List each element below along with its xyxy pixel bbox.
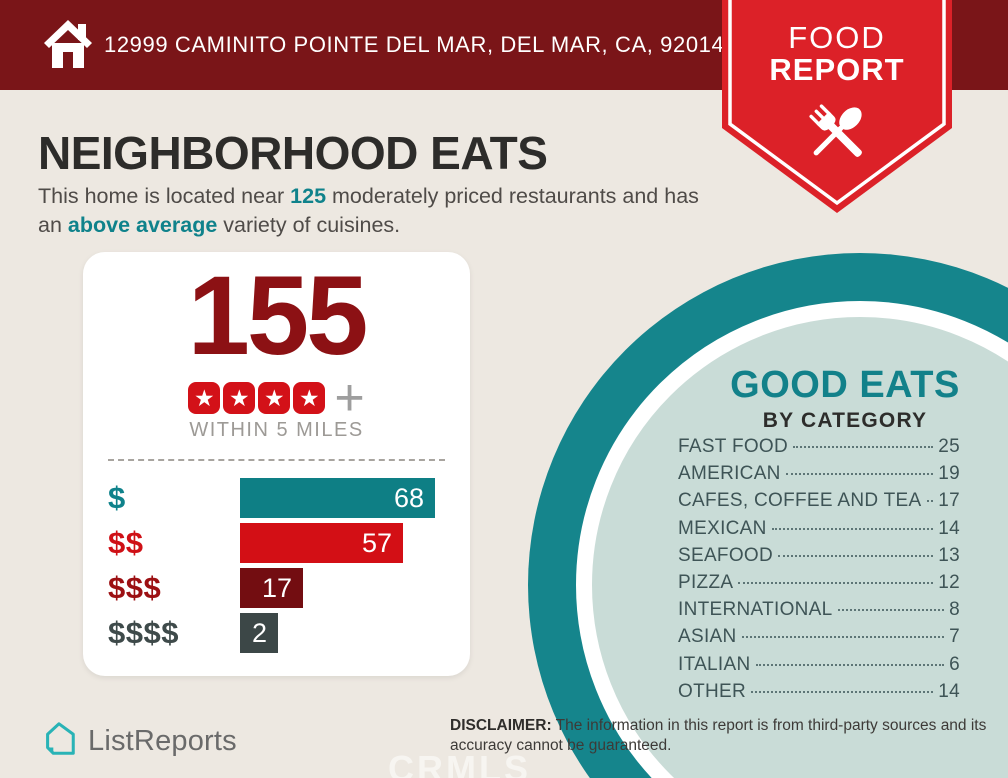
- dotted-leader: [793, 446, 934, 448]
- category-value: 25: [938, 436, 960, 457]
- dotted-leader: [837, 609, 945, 612]
- category-list: FAST FOOD 25 AMERICAN 19 CAFES, COFFEE AND…: [678, 436, 960, 708]
- dotted-leader: [926, 500, 934, 503]
- category-value: 12: [938, 571, 960, 593]
- badge-line1: FOOD: [788, 20, 886, 55]
- category-row: PIZZA 12: [678, 572, 960, 599]
- listreports-logo: ListReports: [40, 720, 237, 763]
- category-value: 7: [949, 626, 960, 648]
- category-row: ASIAN 7: [678, 626, 960, 653]
- category-value: 14: [938, 680, 960, 702]
- price-tier-bar: 2: [240, 613, 278, 653]
- crmls-watermark: CRMLS: [388, 748, 531, 778]
- variety-highlight: above average: [67, 213, 218, 237]
- category-label: SEAFOOD: [678, 544, 774, 566]
- ribbon-shape: [722, 0, 952, 213]
- good-eats-subtitle: BY CATEGORY: [762, 409, 928, 432]
- good-eats-header: GOOD EATS BY CATEGORY: [700, 364, 990, 433]
- dotted-leader: [738, 581, 934, 584]
- price-bar-row: $$$$ 2: [108, 613, 445, 653]
- price-bar-row: $$$ 17: [108, 568, 445, 608]
- dotted-leader: [771, 527, 934, 530]
- dotted-leader: [755, 663, 945, 666]
- category-value: 13: [938, 544, 960, 566]
- category-value: 8: [949, 599, 960, 621]
- category-label: INTERNATIONAL: [678, 599, 833, 621]
- intro-pre: This home is located near: [38, 184, 291, 208]
- category-row: FAST FOOD 25: [678, 436, 960, 463]
- intro-text: This home is located near 125 moderately…: [38, 182, 718, 240]
- star-icon: ★: [293, 382, 326, 414]
- price-tier-bar: 57: [240, 523, 403, 563]
- category-label: OTHER: [678, 680, 746, 702]
- listreports-icon: [40, 720, 78, 763]
- price-tier-bar: 17: [240, 568, 303, 608]
- dotted-leader: [785, 473, 934, 476]
- food-report-badge: FOOD REPORT: [722, 0, 952, 215]
- page-title: NEIGHBORHOOD EATS: [38, 127, 548, 179]
- badge-title: FOOD REPORT: [722, 22, 952, 85]
- category-value: 17: [938, 490, 960, 512]
- category-value: 19: [938, 463, 960, 485]
- intro-mid: moderately priced restaurants and has an: [38, 184, 699, 237]
- property-address: 12999 CAMINITO POINTE DEL MAR, DEL MAR, …: [104, 32, 725, 57]
- dashed-divider: [108, 459, 445, 461]
- restaurant-count: 125: [290, 184, 327, 208]
- category-row: CAFES, COFFEE AND TEA 17: [678, 490, 960, 517]
- badge-line2: REPORT: [769, 51, 905, 87]
- category-label: CAFES, COFFEE AND TEA: [678, 490, 922, 512]
- brand-name: ListReports: [88, 725, 237, 757]
- category-label: FAST FOOD: [678, 436, 789, 457]
- price-tier-label: $$: [108, 525, 144, 560]
- category-label: PIZZA: [678, 571, 734, 593]
- category-label: AMERICAN: [678, 463, 781, 485]
- dotted-leader: [751, 690, 934, 693]
- price-tier-label: $$$: [108, 570, 162, 605]
- price-tier-bar: 68: [240, 478, 435, 518]
- star-icon: ★: [258, 382, 291, 414]
- price-bar-chart: $ 68 $$ 57 $$$ 17 $$$$ 2: [108, 478, 445, 658]
- disclaimer: DISCLAIMER: The information in this repo…: [450, 716, 1008, 756]
- home-icon: [40, 16, 96, 79]
- category-value: 14: [938, 517, 960, 539]
- price-tier-label: $$$$: [108, 615, 179, 650]
- price-bar-row: $ 68: [108, 478, 445, 518]
- category-row: MEXICAN 14: [678, 518, 960, 545]
- category-row: OTHER 14: [678, 681, 960, 708]
- dotted-leader: [778, 554, 934, 557]
- category-row: SEAFOOD 13: [678, 545, 960, 572]
- dotted-leader: [741, 636, 945, 639]
- category-label: MEXICAN: [678, 517, 767, 539]
- category-row: ITALIAN 6: [678, 654, 960, 681]
- price-tier-label: $: [108, 480, 126, 515]
- category-label: ITALIAN: [678, 653, 751, 675]
- star-icon: ★: [188, 382, 221, 414]
- total-restaurants: 155: [187, 253, 369, 378]
- stats-card: 155 ★ ★ ★ ★ + WITHIN 5 MILES $ 68 $$ 57 …: [83, 252, 470, 676]
- category-value: 6: [949, 653, 960, 675]
- good-eats-title: GOOD EATS: [730, 364, 960, 406]
- intro-post: variety of cuisines.: [217, 213, 401, 237]
- category-label: ASIAN: [678, 626, 737, 648]
- disclaimer-text: The information in this report is from t…: [450, 717, 987, 754]
- plus-icon: +: [334, 369, 365, 427]
- radius-caption: WITHIN 5 MILES: [189, 419, 364, 441]
- disclaimer-label: DISCLAIMER:: [450, 717, 552, 734]
- star-rating: ★ ★ ★ ★ +: [83, 369, 470, 427]
- category-row: INTERNATIONAL 8: [678, 599, 960, 626]
- category-row: AMERICAN 19: [678, 463, 960, 490]
- price-bar-row: $$ 57: [108, 523, 445, 563]
- star-icon: ★: [223, 382, 256, 414]
